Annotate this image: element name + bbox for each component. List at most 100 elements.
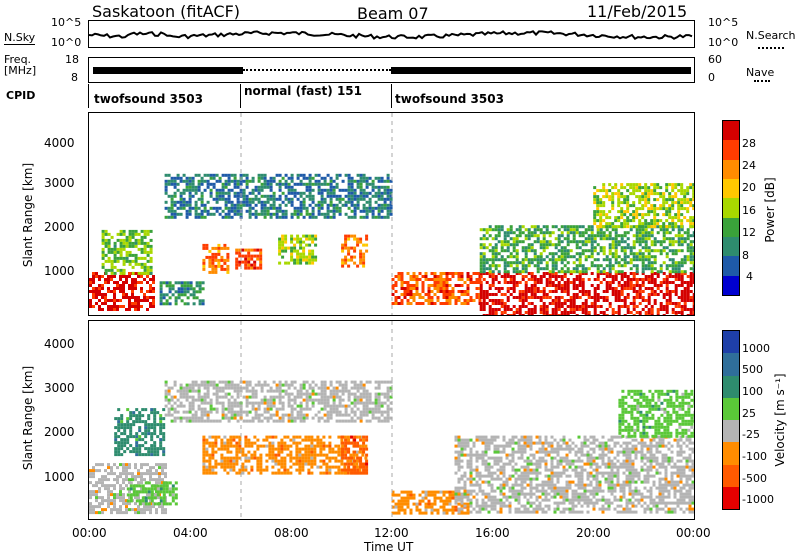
power-cell [113, 247, 117, 251]
power-cell [347, 185, 351, 189]
power-cell [617, 296, 621, 299]
power-cell [218, 191, 222, 195]
velocity-cell [146, 469, 149, 473]
velocity-cell [143, 505, 146, 509]
velocity-cell [143, 508, 146, 512]
power-cell [125, 253, 129, 257]
power-cell [686, 255, 690, 259]
power-cell [494, 299, 498, 302]
velocity-cell [161, 505, 164, 509]
power-cell [602, 231, 606, 235]
velocity-cell [377, 380, 381, 384]
velocity-cell [322, 471, 326, 475]
power-cell [206, 212, 210, 216]
power-cell [95, 302, 98, 305]
velocity-cell [328, 465, 332, 469]
power-cell [581, 290, 585, 293]
power-cell [257, 191, 261, 195]
velocity-cell [120, 426, 124, 430]
velocity-cell [159, 432, 163, 436]
power-cell [389, 200, 393, 204]
power-cell [692, 225, 696, 229]
velocity-cell [305, 395, 309, 399]
power-cell [614, 246, 618, 250]
velocity-cell [301, 438, 305, 442]
power-cell [488, 270, 492, 274]
power-colorbar-swatch-7 [723, 256, 739, 276]
power-cell [113, 287, 116, 290]
power-cell [590, 234, 594, 238]
power-cell [485, 228, 489, 232]
power-cell [179, 203, 183, 207]
power-cell [362, 264, 366, 268]
power-cell [557, 240, 561, 244]
power-cell [389, 194, 393, 198]
velocity-cell [344, 444, 348, 448]
power-cell [521, 231, 525, 235]
power-cell [356, 173, 360, 177]
power-cell [593, 237, 597, 241]
power-cell [533, 287, 537, 290]
velocity-cell [162, 490, 166, 494]
power-cell [608, 225, 612, 229]
velocity-cell [128, 490, 131, 494]
power-colorbar-swatch-4 [723, 198, 739, 218]
power-cell [260, 194, 264, 198]
power-cell [536, 278, 540, 281]
power-cell [223, 261, 227, 265]
power-cell [590, 231, 594, 235]
power-cell [545, 267, 549, 271]
power-cell [599, 210, 603, 214]
power-cell [599, 222, 603, 226]
velocity-cell [344, 410, 348, 414]
power-cell [149, 284, 152, 287]
velocity-cell [292, 435, 296, 439]
power-cell [272, 197, 276, 201]
power-cell [611, 275, 615, 278]
power-cell [409, 290, 413, 293]
power-cell [572, 228, 576, 232]
power-cell [188, 197, 192, 201]
power-cell [656, 240, 660, 244]
power-cell [107, 268, 111, 272]
power-cell [332, 194, 336, 198]
power-cell [509, 264, 513, 268]
power-cell [680, 204, 684, 208]
power-cell [119, 299, 122, 302]
power-cell [650, 210, 654, 214]
velocity-cell [155, 463, 158, 467]
power-cell [488, 267, 492, 271]
power-cell [638, 290, 642, 293]
power-cell [128, 244, 132, 248]
power-cell [605, 195, 609, 199]
power-cell [542, 275, 546, 278]
power-cell [683, 255, 687, 259]
power-cell [308, 252, 312, 256]
velocity-cell [220, 447, 224, 451]
velocity-cell [296, 395, 300, 399]
power-cell [180, 299, 184, 303]
power-cell [198, 284, 202, 288]
power-cell [644, 234, 648, 238]
power-cell [497, 281, 501, 284]
velocity-cell [305, 416, 309, 420]
power-cell [92, 293, 95, 296]
power-cell [542, 290, 546, 293]
power-cell [409, 278, 413, 281]
power-cell [536, 240, 540, 244]
velocity-cell [92, 472, 95, 476]
power-cell [596, 299, 600, 302]
power-cell [116, 284, 119, 287]
power-cell [299, 182, 303, 186]
power-cell [359, 261, 363, 265]
power-cell [338, 206, 342, 210]
power-cell [575, 293, 579, 296]
velocity-cell [350, 435, 354, 439]
power-cell [554, 246, 558, 250]
power-cell [584, 314, 588, 317]
velocity-cell [205, 441, 209, 445]
power-cell [545, 281, 549, 284]
power-cell [692, 258, 696, 262]
power-cell [650, 234, 654, 238]
power-cell [608, 216, 612, 220]
